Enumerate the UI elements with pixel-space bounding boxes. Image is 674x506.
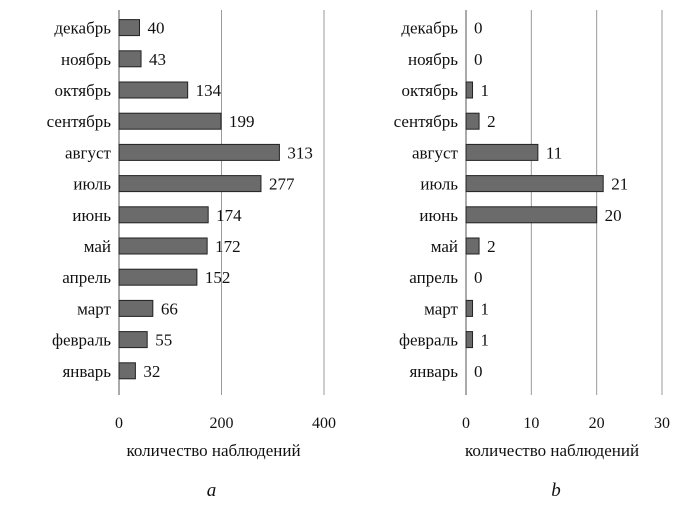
category-label: январь [62, 362, 111, 381]
category-label: январь [409, 362, 458, 381]
bar [118, 19, 140, 37]
category-label: ноябрь [408, 50, 458, 69]
bar [118, 175, 262, 193]
category-label: август [65, 143, 112, 162]
category-label: сентябрь [47, 112, 112, 131]
panel-a: январь 32 февраль 55 март 66 апрель 152 май 172 ию… [47, 10, 336, 501]
category-label: апрель [409, 268, 458, 287]
category-label: май [84, 237, 111, 256]
category-label: октябрь [402, 81, 459, 100]
panel-letter: a [207, 480, 217, 501]
category-label: декабрь [401, 19, 458, 38]
value-label: 152 [205, 268, 231, 287]
x-tick-label: 10 [523, 415, 539, 432]
category-label: февраль [399, 331, 458, 350]
value-label: 0 [474, 268, 483, 287]
category-label: октябрь [55, 81, 112, 100]
value-label: 1 [481, 331, 490, 350]
category-label: апрель [62, 268, 111, 287]
category-label: март [424, 299, 458, 318]
value-label: 2 [487, 112, 496, 131]
category-label: июль [73, 175, 111, 194]
value-label: 32 [143, 362, 160, 381]
value-label: 174 [216, 206, 242, 225]
value-label: 0 [474, 362, 483, 381]
bar [465, 81, 474, 99]
value-label: 313 [287, 143, 313, 162]
value-label: 11 [546, 143, 562, 162]
bar [118, 50, 142, 68]
x-axis-title: количество наблюдений [465, 441, 639, 460]
category-label: июнь [419, 206, 458, 225]
x-tick-label: 20 [589, 415, 605, 432]
value-label: 20 [605, 206, 622, 225]
bar [118, 362, 136, 380]
value-label: 40 [148, 19, 165, 38]
category-label: март [77, 299, 111, 318]
category-label: июнь [72, 206, 111, 225]
bar [118, 237, 208, 255]
value-label: 0 [474, 19, 483, 38]
bar [465, 331, 474, 349]
category-label: август [412, 143, 459, 162]
bar [465, 112, 480, 130]
bar [118, 206, 209, 224]
bar [465, 206, 598, 224]
value-label: 172 [215, 237, 241, 256]
bar [118, 112, 222, 130]
bar [118, 268, 198, 286]
category-label: июль [420, 175, 458, 194]
bar [118, 143, 280, 161]
bar [118, 299, 154, 317]
x-tick-label: 400 [312, 415, 336, 432]
panel-letter: b [551, 480, 561, 501]
value-label: 1 [481, 299, 490, 318]
value-label: 43 [149, 50, 166, 69]
value-label: 1 [481, 81, 490, 100]
category-label: май [431, 237, 458, 256]
value-label: 2 [487, 237, 496, 256]
x-tick-label: 200 [210, 415, 234, 432]
value-label: 21 [611, 175, 628, 194]
category-label: ноябрь [61, 50, 111, 69]
bar [465, 175, 604, 193]
bar [118, 81, 189, 99]
category-label: февраль [52, 331, 111, 350]
x-axis-title: количество наблюдений [126, 441, 300, 460]
bar [465, 299, 474, 317]
category-label: декабрь [54, 19, 111, 38]
value-label: 55 [155, 331, 172, 350]
bar [465, 237, 480, 255]
bar [465, 143, 539, 161]
category-label: сентябрь [394, 112, 459, 131]
value-label: 66 [161, 299, 178, 318]
value-label: 134 [196, 81, 222, 100]
value-label: 199 [229, 112, 255, 131]
value-label: 0 [474, 50, 483, 69]
x-tick-label: 0 [115, 415, 123, 432]
bar [118, 331, 148, 349]
x-tick-label: 30 [654, 415, 670, 432]
value-label: 277 [269, 175, 295, 194]
x-tick-label: 0 [462, 415, 470, 432]
